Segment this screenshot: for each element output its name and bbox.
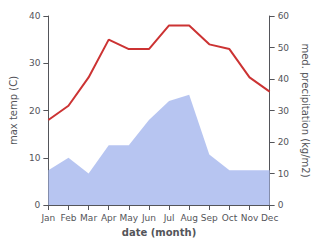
- svg-text:Feb: Feb: [61, 213, 77, 223]
- svg-text:20: 20: [29, 106, 41, 116]
- svg-text:Oct: Oct: [222, 213, 238, 223]
- svg-text:30: 30: [29, 58, 41, 68]
- svg-text:May: May: [120, 213, 139, 223]
- svg-text:Aug: Aug: [180, 213, 198, 223]
- svg-text:10: 10: [29, 153, 41, 163]
- svg-text:Nov: Nov: [241, 213, 259, 223]
- svg-text:Mar: Mar: [80, 213, 97, 223]
- svg-text:max temp (C): max temp (C): [8, 76, 19, 145]
- svg-text:Jan: Jan: [40, 213, 55, 223]
- svg-text:Jul: Jul: [163, 213, 175, 223]
- svg-text:date (month): date (month): [122, 227, 196, 238]
- svg-text:Jun: Jun: [141, 213, 156, 223]
- svg-text:Sep: Sep: [201, 213, 218, 223]
- svg-text:40: 40: [29, 11, 41, 21]
- svg-text:Apr: Apr: [101, 213, 117, 223]
- svg-text:0: 0: [35, 200, 41, 210]
- svg-text:40: 40: [278, 74, 290, 84]
- svg-text:60: 60: [278, 11, 290, 21]
- svg-text:med. precipitation (kg/m2): med. precipitation (kg/m2): [300, 43, 311, 177]
- svg-text:30: 30: [278, 106, 290, 116]
- svg-text:10: 10: [278, 169, 290, 179]
- svg-text:0: 0: [278, 200, 284, 210]
- svg-text:50: 50: [278, 43, 290, 53]
- svg-text:Dec: Dec: [261, 213, 278, 223]
- svg-text:20: 20: [278, 137, 290, 147]
